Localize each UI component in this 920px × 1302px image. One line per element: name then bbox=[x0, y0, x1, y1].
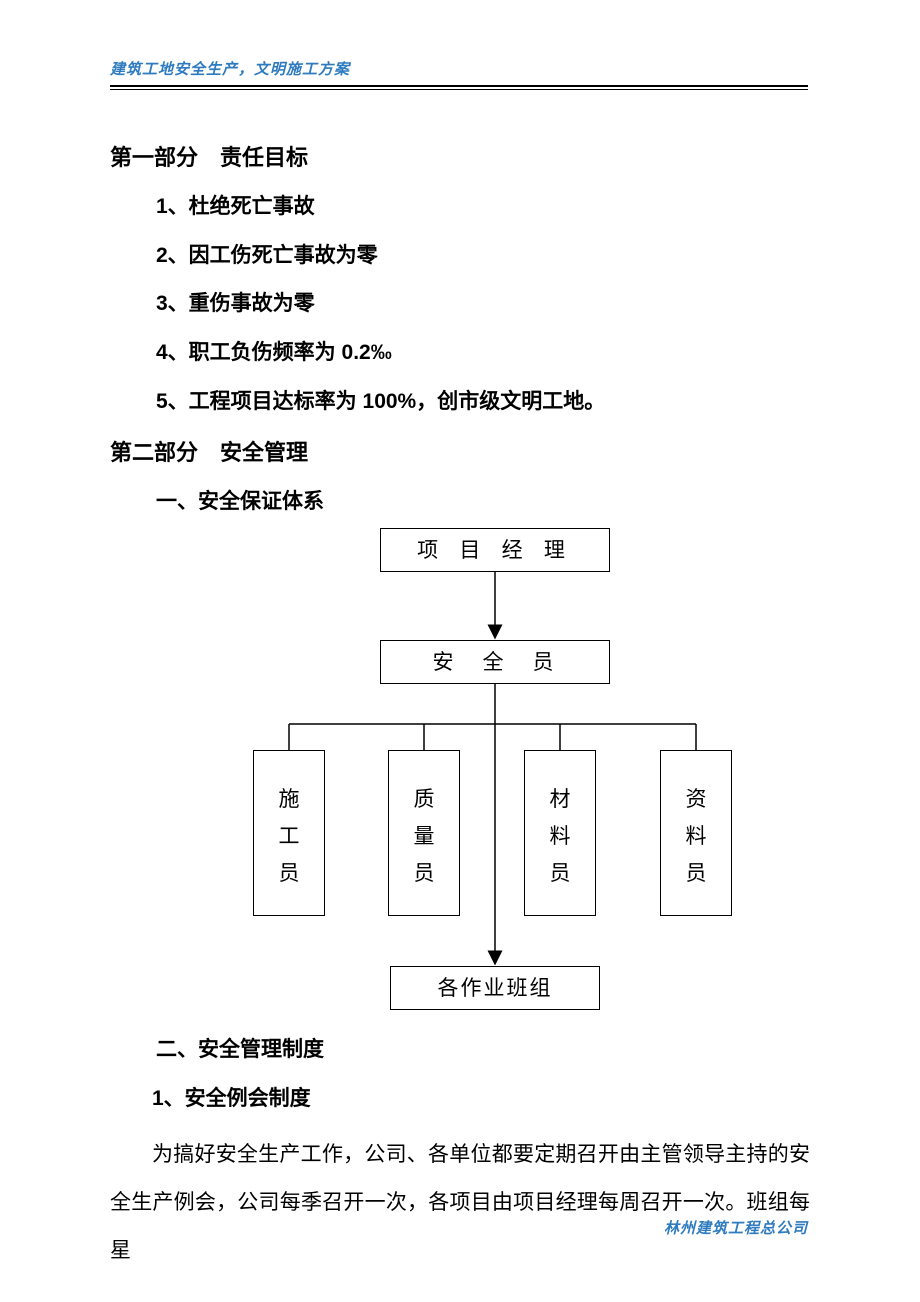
page: 建筑工地安全生产，文明施工方案 第一部分 责任目标 1、杜绝死亡事故 2、因工伤… bbox=[110, 58, 810, 1275]
org-node-char: 施 bbox=[279, 781, 300, 818]
org-node-char: 员 bbox=[686, 855, 707, 892]
list-item: 3、重伤事故为零 bbox=[156, 280, 810, 329]
org-node-material: 材 料 员 bbox=[524, 750, 596, 916]
org-node-document: 资 料 员 bbox=[660, 750, 732, 916]
org-node-char: 资 bbox=[686, 781, 707, 818]
org-node-construction: 施 工 员 bbox=[253, 750, 325, 916]
page-footer: 林州建筑工程总公司 bbox=[664, 1217, 808, 1238]
org-node-char: 员 bbox=[279, 855, 300, 892]
subsection-heading: 二、安全管理制度 bbox=[156, 1026, 810, 1075]
org-node-char: 量 bbox=[414, 818, 435, 855]
page-content: 第一部分 责任目标 1、杜绝死亡事故 2、因工伤死亡事故为零 3、重伤事故为零 … bbox=[110, 132, 810, 1275]
org-node-char: 质 bbox=[414, 781, 435, 818]
org-chart: 项 目 经 理 安 全 员 施 工 员 质 量 员 材 料 员 资 料 员 bbox=[220, 528, 780, 1018]
header-rule-top bbox=[110, 85, 808, 87]
org-node-quality: 质 量 员 bbox=[388, 750, 460, 916]
header-rule-bottom bbox=[110, 89, 808, 90]
sub-item-heading: 1、安全例会制度 bbox=[152, 1075, 810, 1124]
section-1-title: 第一部分 责任目标 bbox=[110, 132, 810, 183]
list-item: 1、杜绝死亡事故 bbox=[156, 183, 810, 232]
org-node-project-manager: 项 目 经 理 bbox=[380, 528, 610, 572]
page-header-title: 建筑工地安全生产，文明施工方案 bbox=[110, 58, 810, 79]
list-item: 4、职工负伤频率为 0.2‰ bbox=[156, 329, 810, 378]
list-item: 2、因工伤死亡事故为零 bbox=[156, 232, 810, 281]
section-2-title: 第二部分 安全管理 bbox=[110, 427, 810, 478]
org-node-char: 员 bbox=[550, 855, 571, 892]
org-node-char: 材 bbox=[550, 781, 571, 818]
body-paragraph: 为搞好安全生产工作，公司、各单位都要定期召开由主管领导主持的安全生产例会，公司每… bbox=[110, 1130, 810, 1275]
org-node-char: 料 bbox=[550, 818, 571, 855]
org-node-safety-officer: 安 全 员 bbox=[380, 640, 610, 684]
org-node-char: 料 bbox=[686, 818, 707, 855]
org-node-work-teams: 各作业班组 bbox=[390, 966, 600, 1010]
org-node-char: 工 bbox=[279, 818, 300, 855]
list-item: 5、工程项目达标率为 100%，创市级文明工地。 bbox=[156, 378, 810, 427]
org-node-char: 员 bbox=[414, 855, 435, 892]
subsection-heading: 一、安全保证体系 bbox=[156, 478, 810, 527]
